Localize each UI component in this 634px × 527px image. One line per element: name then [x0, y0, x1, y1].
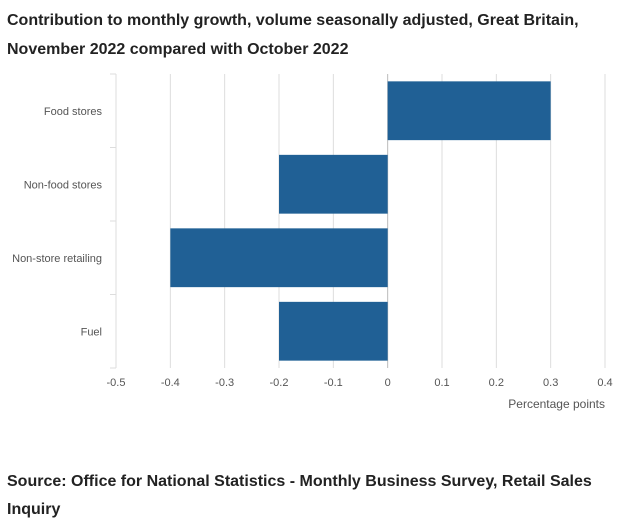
bar: [279, 154, 388, 214]
chart-title: Contribution to monthly growth, volume s…: [7, 12, 579, 58]
bar: [170, 228, 388, 288]
x-tick-label: -0.4: [161, 377, 180, 389]
x-axis-label: Percentage points: [508, 397, 605, 411]
x-tick-labels: -0.5 -0.4 -0.3 -0.2 -0.1 0 0.1 0.2 0.3 0.4: [107, 377, 613, 389]
category-label: Non-food stores: [24, 179, 103, 191]
x-tick-label: 0.1: [434, 377, 449, 389]
x-tick-label: 0.4: [597, 377, 612, 389]
x-tick-label: -0.1: [324, 377, 343, 389]
x-tick-label: 0: [385, 377, 391, 389]
bars: [170, 81, 551, 361]
bar-chart: Food stores Non-food stores Non-store reta…: [12, 73, 613, 411]
x-tick-label: -0.5: [107, 377, 126, 389]
source-note: Source: Office for National Statistics -…: [7, 473, 592, 518]
x-tick-label: 0.3: [543, 377, 558, 389]
category-labels: Food stores Non-food stores Non-store reta…: [12, 106, 102, 339]
bar: [279, 301, 388, 361]
category-label: Fuel: [81, 326, 102, 338]
category-label: Food stores: [44, 106, 103, 118]
category-separators: [110, 73, 116, 369]
x-tick-label: -0.3: [215, 377, 234, 389]
category-label: Non-store retailing: [12, 253, 102, 265]
x-tick-label: -0.2: [270, 377, 289, 389]
bar: [387, 81, 551, 141]
x-tick-label: 0.2: [489, 377, 504, 389]
